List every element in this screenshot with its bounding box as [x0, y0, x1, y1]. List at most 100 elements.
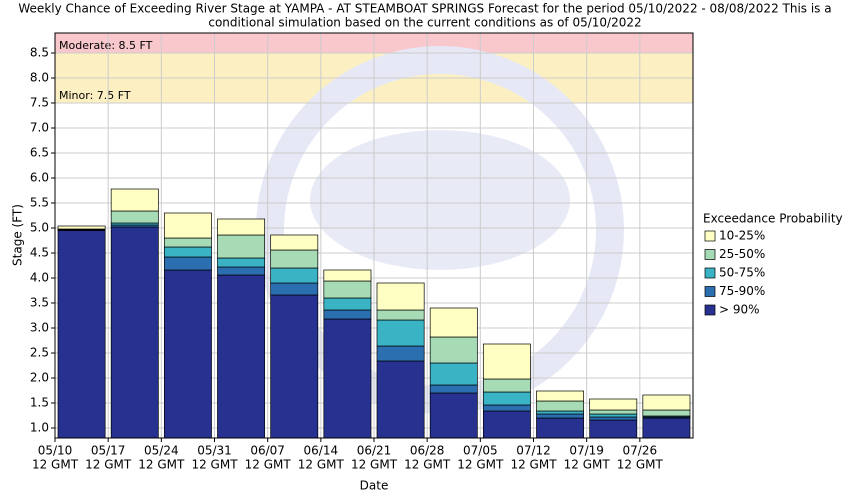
- bar-segment: [217, 266, 266, 276]
- x-tick-label: 12 GMT: [138, 458, 185, 472]
- bar-segment: [642, 394, 691, 411]
- y-tick-label: 4.5: [30, 246, 49, 260]
- legend-label: 25-50%: [719, 247, 765, 261]
- bar-segment: [323, 309, 372, 320]
- y-tick-label: 1.5: [30, 396, 49, 410]
- bar-segment: [589, 416, 638, 421]
- x-tick-label: 07/12: [516, 444, 551, 458]
- y-tick-label: 1.0: [30, 421, 49, 435]
- bar-segment: [110, 226, 159, 439]
- bar-segment: [110, 210, 159, 224]
- y-tick-label: 2.5: [30, 346, 49, 360]
- bar-segment: [323, 318, 372, 439]
- watermark: [310, 130, 570, 270]
- bar-segment: [270, 234, 319, 251]
- bar-segment: [482, 404, 531, 412]
- bar-segment: [482, 343, 531, 380]
- bar-segment: [642, 417, 691, 439]
- x-tick-label: 06/28: [410, 444, 445, 458]
- bar-segment: [642, 409, 691, 417]
- bar-segment: [429, 336, 478, 364]
- x-tick-label: 05/31: [197, 444, 232, 458]
- bar-segment: [429, 307, 478, 338]
- bar-segment: [376, 319, 425, 347]
- x-tick-label: 12 GMT: [457, 458, 504, 472]
- chart-title: Weekly Chance of Exceeding River Stage a…: [18, 2, 831, 16]
- bar-segment: [429, 392, 478, 439]
- x-axis-label: Date: [360, 479, 389, 493]
- legend-swatch: [704, 230, 716, 242]
- y-tick-label: 2.0: [30, 371, 49, 385]
- bar-segment: [163, 212, 212, 239]
- x-tick-label: 07/26: [623, 444, 658, 458]
- legend-label: 50-75%: [719, 266, 765, 280]
- bar-segment: [217, 234, 266, 259]
- legend-swatch: [704, 267, 716, 279]
- threshold-label: Minor: 7.5 FT: [59, 89, 131, 102]
- legend-label: 75-90%: [719, 284, 765, 298]
- bar-segment: [536, 413, 585, 419]
- bar-segment: [270, 282, 319, 296]
- bar-segment: [270, 249, 319, 269]
- x-tick-label: 06/14: [304, 444, 339, 458]
- legend-title: Exceedance Probability: [703, 212, 843, 226]
- legend-swatch: [704, 249, 716, 260]
- chart-subtitle: conditional simulation based on the curr…: [208, 16, 641, 30]
- bar-segment: [536, 390, 585, 402]
- bar-segment: [270, 267, 319, 284]
- bar-segment: [429, 362, 478, 386]
- bar-segment: [589, 419, 638, 439]
- y-tick-label: 5.0: [30, 221, 49, 235]
- y-tick-label: 6.0: [30, 171, 49, 185]
- y-tick-label: 7.5: [30, 96, 49, 110]
- x-tick-label: 12 GMT: [564, 458, 611, 472]
- bar-segment: [536, 410, 585, 415]
- x-tick-label: 05/10: [38, 444, 73, 458]
- x-tick-label: 12 GMT: [85, 458, 132, 472]
- bar-segment: [376, 345, 425, 362]
- x-tick-label: 05/24: [144, 444, 179, 458]
- bar-segment: [323, 297, 372, 311]
- bar-segment: [589, 409, 638, 415]
- x-tick-label: 07/05: [463, 444, 498, 458]
- x-tick-label: 12 GMT: [32, 458, 79, 472]
- bar-segment: [323, 280, 372, 299]
- bar-segment: [57, 230, 106, 439]
- legend-label: 10-25%: [719, 229, 765, 243]
- x-tick-label: 06/21: [357, 444, 392, 458]
- bar-segment: [429, 384, 478, 394]
- x-tick-label: 07/19: [569, 444, 604, 458]
- y-tick-label: 3.0: [30, 321, 49, 335]
- bar-segment: [57, 225, 106, 230]
- bar-segment: [163, 246, 212, 258]
- bar-segment: [163, 237, 212, 248]
- bar-segment: [376, 360, 425, 439]
- y-tick-label: 4.0: [30, 271, 49, 285]
- y-tick-label: 5.5: [30, 196, 49, 210]
- y-tick-label: 3.5: [30, 296, 49, 310]
- bar-segment: [217, 218, 266, 236]
- bar-segment: [536, 417, 585, 439]
- y-tick-label: 8.5: [30, 46, 49, 60]
- threshold-label: Moderate: 8.5 FT: [59, 39, 153, 52]
- bar-segment: [163, 269, 212, 439]
- bar-segment: [482, 391, 531, 406]
- bar-segment: [482, 378, 531, 393]
- bar-segment: [163, 256, 212, 271]
- legend-swatch: [704, 304, 716, 316]
- y-tick-label: 7.0: [30, 121, 49, 135]
- bar-segment: [482, 410, 531, 439]
- x-tick-label: 05/17: [91, 444, 126, 458]
- x-tick-label: 06/07: [250, 444, 285, 458]
- bar-segment: [376, 309, 425, 321]
- bar-segment: [589, 398, 638, 411]
- bar-segment: [217, 274, 266, 439]
- bar-segment: [217, 257, 266, 268]
- bar-segment: [536, 400, 585, 412]
- x-tick-label: 12 GMT: [510, 458, 557, 472]
- bar-segment: [110, 188, 159, 212]
- y-tick-label: 6.5: [30, 146, 49, 160]
- plot-frame: [54, 32, 694, 439]
- legend-label: > 90%: [719, 303, 760, 317]
